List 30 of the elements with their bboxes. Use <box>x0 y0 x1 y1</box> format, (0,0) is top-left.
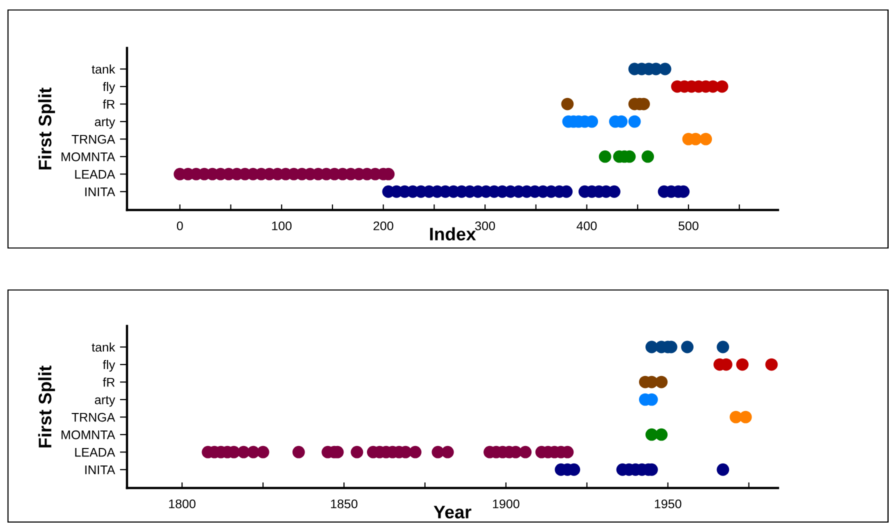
x-axis-title: Index <box>430 227 476 240</box>
y-tick-label: fR <box>102 100 115 109</box>
y-tick-label: LEADA <box>75 448 116 457</box>
x-tick-label: 400 <box>576 221 597 230</box>
y-tick-label: MOMNTA <box>62 152 116 162</box>
y-axis-title: First Split <box>38 88 56 170</box>
y-tick-label: fR <box>102 378 115 387</box>
y-axis-title: First Split <box>38 366 56 448</box>
y-tick-label: fly <box>102 82 116 94</box>
x-tick-label: 1900 <box>492 499 520 508</box>
y-tick-label: TRNGA <box>72 134 116 144</box>
x-tick-label: 1850 <box>331 499 358 508</box>
y-tick-label: tank <box>92 342 116 352</box>
y-tick-label: LEADA <box>75 170 116 179</box>
x-tick-label: 1800 <box>169 499 196 508</box>
x-tick-label: 0 <box>176 221 183 230</box>
x-axis-title: Year <box>434 506 472 518</box>
x-tick-label: 200 <box>374 221 394 230</box>
y-tick-label: INITA <box>85 188 116 196</box>
y-tick-label: INITA <box>85 466 116 474</box>
x-tick-label: 100 <box>272 221 292 230</box>
y-tick-label: arty <box>94 396 116 407</box>
y-tick-label: MOMNTA <box>62 430 116 440</box>
y-tick-label: arty <box>94 118 116 129</box>
x-tick-label: 500 <box>678 221 698 230</box>
x-tick-label: 300 <box>475 221 495 230</box>
y-tick-label: fly <box>102 360 116 372</box>
y-tick-label: TRNGA <box>72 412 116 422</box>
y-tick-label: tank <box>92 64 116 74</box>
x-tick-label: 1950 <box>654 499 682 508</box>
